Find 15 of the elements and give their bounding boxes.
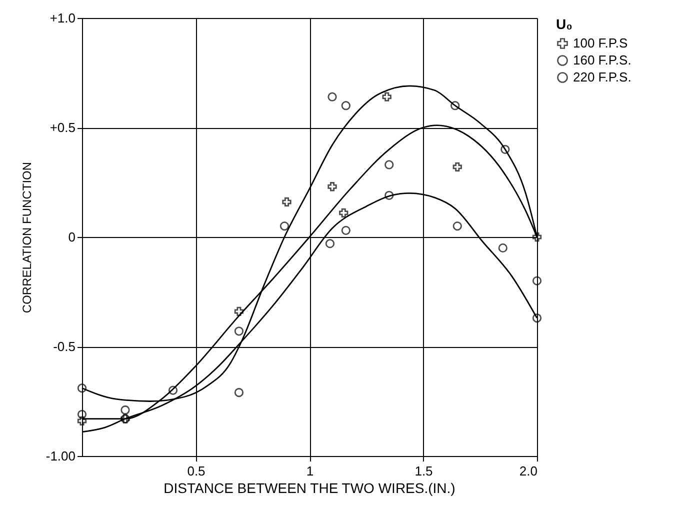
- y-axis-title: CORRELATION FUNCTION: [20, 162, 34, 314]
- y-tick-label: -0.5: [53, 339, 76, 354]
- legend-title: U₀: [556, 16, 572, 32]
- x-axis-title: DISTANCE BETWEEN THE TWO WIRES.(IN.): [164, 480, 456, 496]
- x-tick-label: 0.5: [187, 464, 206, 478]
- legend-label: 100 F.P.S: [573, 36, 628, 50]
- y-tick-label: 0: [68, 230, 76, 244]
- legend-label: 160 F.P.S.: [573, 52, 632, 68]
- x-tick-label: 2.0: [519, 464, 538, 478]
- x-tick-label: 1.5: [414, 464, 433, 478]
- y-tick-label: +1.0: [50, 10, 76, 26]
- legend-label: 220 F.P.S.: [573, 70, 632, 84]
- x-tick-label: 1: [306, 464, 314, 478]
- y-tick-label: -1.00: [46, 448, 76, 464]
- y-tick-label: +0.5: [50, 120, 76, 135]
